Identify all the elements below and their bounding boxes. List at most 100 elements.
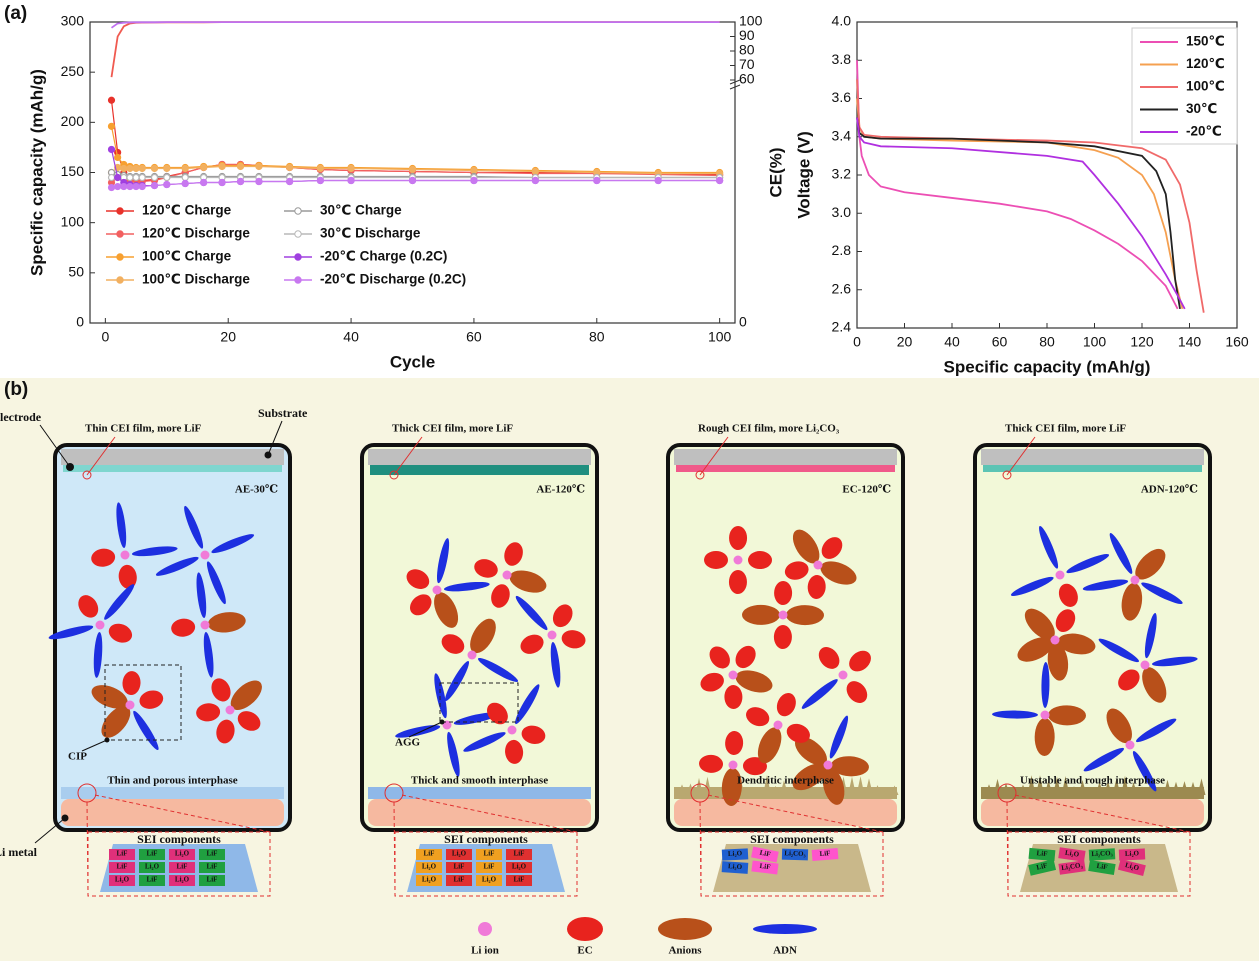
- data-point: [182, 165, 188, 171]
- data-point: [127, 165, 133, 171]
- cei-annotation: Thin CEI film, more LiF: [85, 423, 202, 435]
- li-ion: [508, 726, 517, 735]
- li-ion: [548, 631, 557, 640]
- li-ion: [1126, 741, 1135, 750]
- y2-tick-label: 60: [739, 71, 755, 87]
- data-point: [410, 178, 416, 184]
- sei-cell-label: LiF: [514, 876, 525, 884]
- sei-cell-label: Li₂O: [1125, 849, 1140, 858]
- sei-cell-label: Li₂O: [512, 863, 527, 871]
- y-axis-title: Specific capacity (mAh/g): [27, 69, 46, 276]
- cei-film: [370, 465, 589, 475]
- sei-title: SEI components: [750, 832, 834, 846]
- legend-marker: [117, 277, 123, 283]
- sei-cell-label: Li₂O: [452, 850, 467, 858]
- sei-cell-label: Li₂O: [115, 876, 130, 884]
- legend-label: 120℃: [1186, 56, 1225, 71]
- x-tick-label: 0: [101, 329, 109, 345]
- y-axis-title: Voltage (V): [794, 131, 813, 219]
- sei-cell-label: Li₂CO₃: [784, 849, 806, 858]
- legend-label: Li ion: [471, 945, 499, 957]
- molecule: [729, 570, 747, 594]
- electrode: [368, 449, 591, 465]
- data-point: [164, 182, 170, 188]
- legend-label: EC: [577, 945, 592, 957]
- legend-symbol: [658, 918, 712, 940]
- legend-label: 30℃ Discharge: [320, 226, 421, 241]
- x-tick-label: 0: [853, 334, 861, 350]
- legend-label: Anions: [668, 945, 702, 957]
- cell-panel: [975, 445, 1210, 830]
- data-point: [471, 167, 477, 173]
- sei-cell-label: LiF: [759, 862, 771, 871]
- data-point: [532, 168, 538, 174]
- x-tick-label: 100: [708, 329, 732, 345]
- x-tick-label: 40: [343, 329, 359, 345]
- y-tick-label: 0: [76, 314, 84, 330]
- li-ion: [201, 621, 210, 630]
- data-point: [410, 166, 416, 172]
- sei-cell-label: LiF: [484, 863, 495, 871]
- legend-marker: [295, 208, 301, 214]
- y2-tick-label: 90: [739, 27, 755, 43]
- electrode: [981, 449, 1204, 465]
- electrolyte-name: AE-30℃: [235, 484, 278, 496]
- data-point: [152, 175, 158, 181]
- y2-tick-label: 80: [739, 42, 755, 58]
- li-ion: [734, 556, 743, 565]
- interphase-label: Unstable and rough interphase: [1020, 775, 1165, 787]
- y-tick-label: 3.6: [832, 89, 852, 105]
- li-ion: [814, 561, 823, 570]
- y2-tick-label: 100: [739, 13, 763, 29]
- data-point: [115, 154, 121, 160]
- cluster-label: AGG: [395, 737, 421, 749]
- cei-film: [63, 465, 282, 472]
- sei-cell-label: LiF: [819, 849, 830, 858]
- li-ion: [839, 671, 848, 680]
- molecule: [704, 551, 728, 569]
- legend-label: 100℃ Charge: [142, 249, 232, 264]
- interphase-label: Thick and smooth interphase: [411, 775, 548, 787]
- electrode: [61, 449, 284, 465]
- cell-panel: [362, 445, 597, 830]
- data-point: [115, 175, 121, 181]
- sei-cell-label: LiF: [207, 863, 218, 871]
- sei-cell-label: LiF: [454, 876, 465, 884]
- data-point: [139, 184, 145, 190]
- legend-label: 120℃ Discharge: [142, 226, 250, 241]
- sei-cell-label: LiF: [454, 863, 465, 871]
- cei-annotation: Thick CEI film, more LiF: [1005, 423, 1126, 435]
- y-tick-label: 3.8: [832, 51, 852, 67]
- data-point: [164, 175, 170, 181]
- sei-title: SEI components: [137, 832, 221, 846]
- data-point: [152, 183, 158, 189]
- electrolyte-name: AE-120℃: [536, 484, 585, 496]
- cell-background: [55, 445, 290, 830]
- legend-label: ADN: [773, 945, 797, 957]
- molecule: [774, 581, 792, 605]
- sei-cell-label: LiF: [177, 863, 188, 871]
- data-point: [127, 184, 133, 190]
- sei-title: SEI components: [1057, 832, 1141, 846]
- sei-cell-label: Li₂O: [145, 863, 160, 871]
- x-tick-label: 60: [992, 334, 1008, 350]
- page: Figure html, body { margin: 0; padding: …: [0, 0, 1259, 961]
- y-tick-label: 150: [61, 163, 85, 179]
- data-point: [532, 178, 538, 184]
- y2-tick-label: 0: [739, 314, 747, 330]
- legend-label: -20℃ Discharge (0.2C): [320, 272, 466, 287]
- li-metal: [61, 799, 284, 826]
- y-tick-label: 3.0: [832, 204, 852, 220]
- li-ion: [1056, 571, 1065, 580]
- legend-marker: [117, 208, 123, 214]
- x-tick-label: 40: [944, 334, 960, 350]
- data-point: [287, 179, 293, 185]
- li-metal: [674, 799, 897, 826]
- data-point: [655, 178, 661, 184]
- x-axis-title: Cycle: [390, 352, 435, 371]
- x-tick-label: 20: [220, 329, 236, 345]
- data-point: [256, 179, 262, 185]
- li-ion: [1051, 636, 1060, 645]
- li-ion: [126, 701, 135, 710]
- li-ion: [824, 761, 833, 770]
